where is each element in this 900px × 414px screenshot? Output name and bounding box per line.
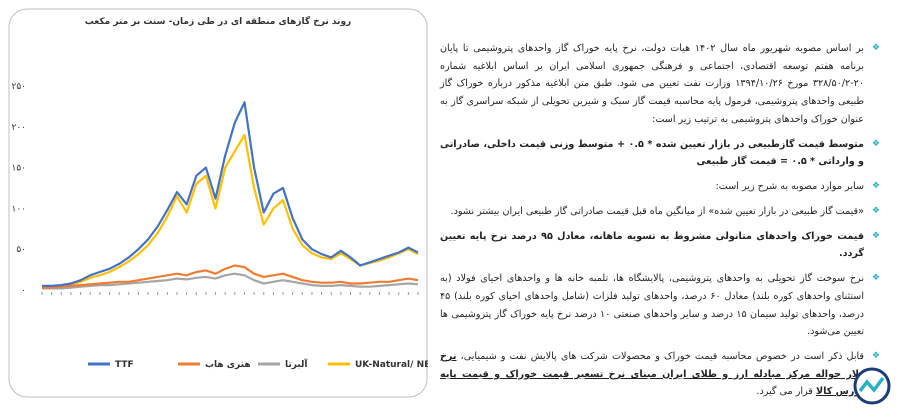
y-tick-label: ۰ [21,286,26,296]
bullet: نرخ سوخت گاز تحویلی به واحدهای پتروشیمی،… [440,270,880,341]
series-line [42,272,419,290]
y-tick-label: ۲۵۰ [11,82,26,92]
y-tick-label: ۵۰ [16,245,26,255]
series-line [42,264,419,289]
legend-label: UK-Natural/ NBP [355,360,428,370]
chart-frame [8,8,428,398]
bullet-text: «قیمت گاز طبیعی در بازار تعیین شده» از م… [450,205,864,217]
chart: روند نرخ گازهای منطقه ای در طی زمان- سنت… [8,8,428,398]
bullet-text: نرخ دلار حواله مرکز مبادله ارز و طلای ای… [440,351,864,398]
bullet: قیمت خوراک واحدهای متانولی مشروط به تسوی… [440,228,880,263]
bullet: بر اساس مصوبه شهریور ماه سال ۱۴۰۲ هیات د… [440,40,880,129]
y-tick-label: ۱۵۰ [11,164,26,174]
bullet-text: بر اساس مصوبه شهریور ماه سال ۱۴۰۲ هیات د… [440,43,864,125]
bullet-text: سایر موارد مصوبه به شرح زیر است: [715,181,864,193]
y-tick-label: ۱۰۰ [11,204,26,214]
legend-label: آلبرتا [285,358,308,370]
bullet-text: نرخ سوخت گاز تحویلی به واحدهای پتروشیمی،… [440,273,864,338]
logo [853,367,891,405]
y-tick-label: ۲۰۰ [11,123,26,133]
bullet-text: قابل ذکر است در خصوص محاسبه قیمت خوراک و… [456,351,864,363]
bullet: قابل ذکر است در خصوص محاسبه قیمت خوراک و… [440,348,880,401]
legend-label: هنری هاب [205,360,251,370]
bullet: «قیمت گاز طبیعی در بازار تعیین شده» از م… [440,203,880,221]
series-line [42,101,419,287]
bullet: متوسط قیمت گازطبیعی در بازار تعیین شده *… [440,136,880,171]
chart-title: روند نرخ گازهای منطقه ای در طی زمان- سنت… [85,15,351,27]
legend-label: TTF [115,360,134,370]
bullet: سایر موارد مصوبه به شرح زیر است: [440,178,880,196]
bullet-text: قیمت خوراک واحدهای متانولی مشروط به تسوی… [440,230,865,260]
bullet-text: قرار می گیرد. [756,386,816,398]
bullet-text: متوسط قیمت گازطبیعی در بازار تعیین شده *… [440,138,864,168]
bullet-list: بر اساس مصوبه شهریور ماه سال ۱۴۰۲ هیات د… [440,40,880,408]
